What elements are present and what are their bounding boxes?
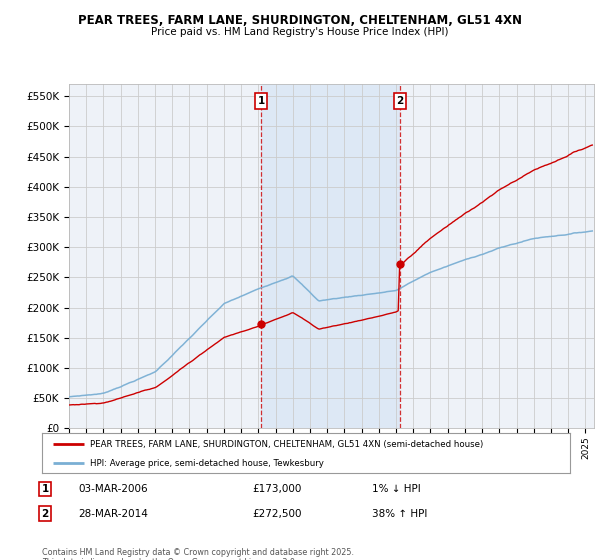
Text: HPI: Average price, semi-detached house, Tewkesbury: HPI: Average price, semi-detached house,…: [89, 459, 323, 468]
Text: 03-MAR-2006: 03-MAR-2006: [78, 484, 148, 494]
Text: 1: 1: [257, 96, 265, 106]
Text: 1: 1: [41, 484, 49, 494]
Text: 1% ↓ HPI: 1% ↓ HPI: [372, 484, 421, 494]
Text: 2: 2: [397, 96, 404, 106]
Text: £173,000: £173,000: [252, 484, 301, 494]
Text: PEAR TREES, FARM LANE, SHURDINGTON, CHELTENHAM, GL51 4XN: PEAR TREES, FARM LANE, SHURDINGTON, CHEL…: [78, 14, 522, 27]
Text: 28-MAR-2014: 28-MAR-2014: [78, 508, 148, 519]
Text: Contains HM Land Registry data © Crown copyright and database right 2025.
This d: Contains HM Land Registry data © Crown c…: [42, 548, 354, 560]
Bar: [261, 84, 400, 428]
Text: 38% ↑ HPI: 38% ↑ HPI: [372, 508, 427, 519]
Text: PEAR TREES, FARM LANE, SHURDINGTON, CHELTENHAM, GL51 4XN (semi-detached house): PEAR TREES, FARM LANE, SHURDINGTON, CHEL…: [89, 440, 483, 449]
Text: Price paid vs. HM Land Registry's House Price Index (HPI): Price paid vs. HM Land Registry's House …: [151, 27, 449, 37]
Text: £272,500: £272,500: [252, 508, 302, 519]
Text: 2: 2: [41, 508, 49, 519]
